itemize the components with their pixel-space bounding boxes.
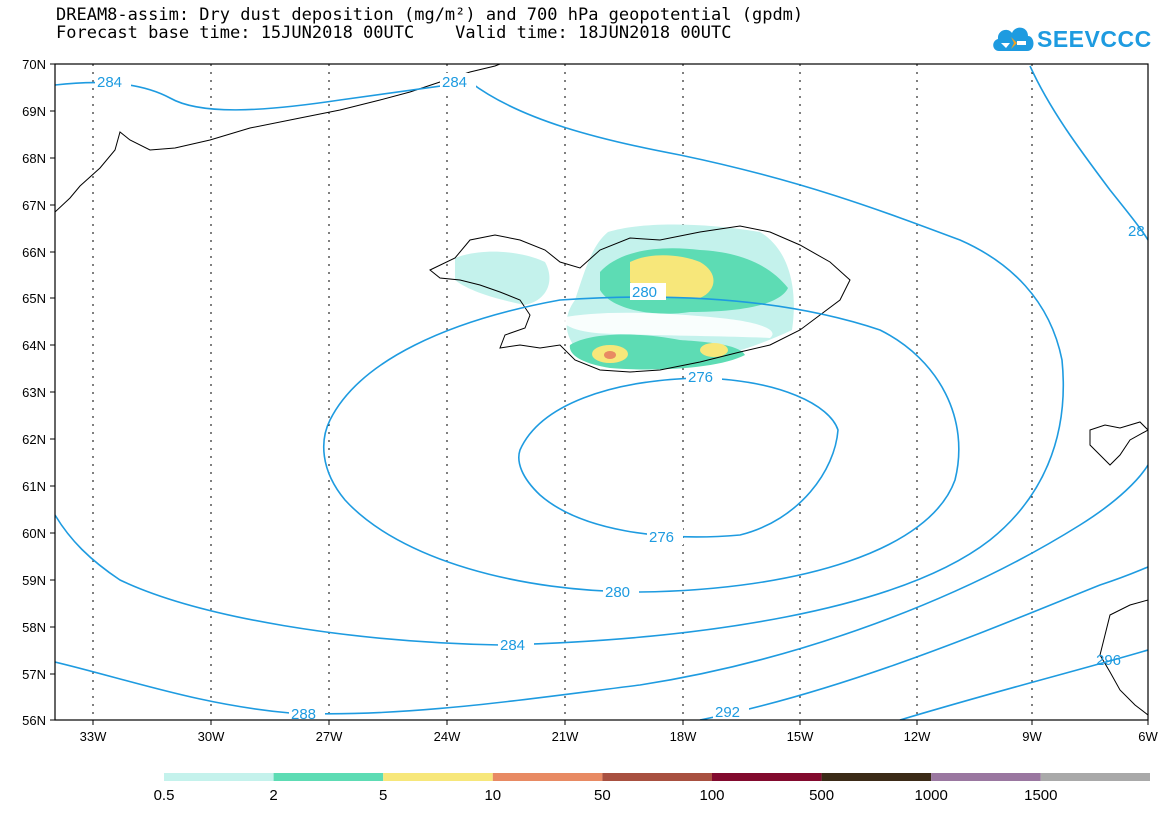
lon-label: 21W bbox=[552, 729, 579, 744]
faroe-coast bbox=[1089, 421, 1148, 466]
dust-deposition-field bbox=[455, 224, 794, 370]
lon-label: 24W bbox=[434, 729, 461, 744]
contour-label: 28 bbox=[1128, 223, 1145, 240]
contour-label: 284 bbox=[442, 74, 467, 91]
colorbar-swatch bbox=[821, 773, 932, 781]
dust-area-5-b bbox=[700, 343, 728, 357]
colorbar-swatch bbox=[492, 773, 603, 781]
lat-label: 68N bbox=[22, 151, 46, 166]
contour-284-north bbox=[55, 81, 1065, 646]
colorbar-label: 0.5 bbox=[154, 787, 175, 804]
iceland-coast bbox=[429, 225, 851, 373]
contour-label: 280 bbox=[605, 584, 630, 601]
colorbar-swatch bbox=[602, 773, 712, 781]
contour-276 bbox=[518, 377, 839, 538]
contour-288 bbox=[55, 464, 1148, 715]
contour-label: 276 bbox=[688, 369, 713, 386]
lat-label: 66N bbox=[22, 245, 46, 260]
scotland-coast bbox=[1099, 599, 1148, 716]
colorbar-swatch bbox=[383, 773, 493, 781]
colorbar-label: 5 bbox=[379, 787, 387, 804]
lat-label: 70N bbox=[22, 57, 46, 72]
contour-label: 284 bbox=[500, 637, 525, 654]
lat-label: 69N bbox=[22, 104, 46, 119]
lat-label: 63N bbox=[22, 385, 46, 400]
seevccc-logo: SEEVCCC bbox=[990, 19, 1152, 59]
colorbar-label: 2 bbox=[269, 787, 277, 804]
contour-296 bbox=[899, 649, 1148, 720]
longitude-labels: 33W 30W 27W 24W 21W 18W 15W 12W 9W 6W bbox=[80, 729, 1159, 744]
lat-label: 60N bbox=[22, 526, 46, 541]
colorbar-label: 1500 bbox=[1024, 787, 1057, 804]
contour-label: 284 bbox=[97, 74, 122, 91]
lat-lon-grid bbox=[92, 64, 1033, 720]
contour-label: 288 bbox=[291, 706, 316, 723]
lon-label: 6W bbox=[1138, 729, 1158, 744]
lon-label: 27W bbox=[316, 729, 343, 744]
lon-label: 18W bbox=[670, 729, 697, 744]
lat-label: 58N bbox=[22, 620, 46, 635]
colorbar-swatch bbox=[931, 773, 1041, 781]
colorbar-label: 100 bbox=[699, 787, 724, 804]
contour-284-east bbox=[1029, 65, 1148, 241]
contour-label: 276 bbox=[649, 529, 674, 546]
lat-label: 59N bbox=[22, 573, 46, 588]
colorbar-label: 500 bbox=[809, 787, 834, 804]
colorbar-swatch bbox=[273, 773, 384, 781]
lat-label: 61N bbox=[22, 479, 46, 494]
contour-label: 296 bbox=[1096, 652, 1121, 669]
contour-280 bbox=[322, 296, 960, 593]
colorbar-swatch bbox=[712, 773, 822, 781]
lon-label: 15W bbox=[787, 729, 814, 744]
lat-label: 62N bbox=[22, 432, 46, 447]
contour-labels: 284 284 28 280 276 276 280 284 288 292 2… bbox=[97, 74, 1145, 723]
coastlines bbox=[55, 64, 1148, 716]
dust-gap bbox=[560, 312, 773, 338]
logo-text: SEEVCCC bbox=[1037, 26, 1152, 52]
lon-label: 30W bbox=[198, 729, 225, 744]
colorbar-label: 10 bbox=[484, 787, 501, 804]
colorbar-swatch bbox=[1040, 773, 1150, 781]
lat-label: 65N bbox=[22, 291, 46, 306]
lat-label: 67N bbox=[22, 198, 46, 213]
lat-label: 64N bbox=[22, 338, 46, 353]
map-title: DREAM8-assim: Dry dust deposition (mg/m²… bbox=[56, 5, 804, 25]
geopotential-contours bbox=[55, 65, 1148, 720]
cloud-logo-icon bbox=[993, 27, 1034, 51]
colorbar-swatch bbox=[164, 773, 274, 781]
colorbar-label: 50 bbox=[594, 787, 611, 804]
lon-label: 12W bbox=[904, 729, 931, 744]
contour-label: 280 bbox=[632, 284, 657, 301]
map-subtitle: Forecast base time: 15JUN2018 00UTC Vali… bbox=[56, 23, 732, 43]
lon-label: 9W bbox=[1022, 729, 1042, 744]
latitude-labels: 70N 69N 68N 67N 66N 65N 64N 63N 62N 61N … bbox=[22, 57, 46, 728]
contour-292 bbox=[699, 566, 1148, 720]
lat-label: 57N bbox=[22, 667, 46, 682]
colorbar-label: 1000 bbox=[915, 787, 948, 804]
colorbar: 0.5 2 5 10 50 100 500 1000 1500 bbox=[154, 773, 1150, 804]
dust-area-0.5-west bbox=[455, 251, 550, 305]
lon-label: 33W bbox=[80, 729, 107, 744]
axis-ticks bbox=[50, 63, 1149, 725]
dust-area-10 bbox=[604, 351, 616, 359]
lat-label: 56N bbox=[22, 713, 46, 728]
contour-label: 292 bbox=[715, 704, 740, 721]
